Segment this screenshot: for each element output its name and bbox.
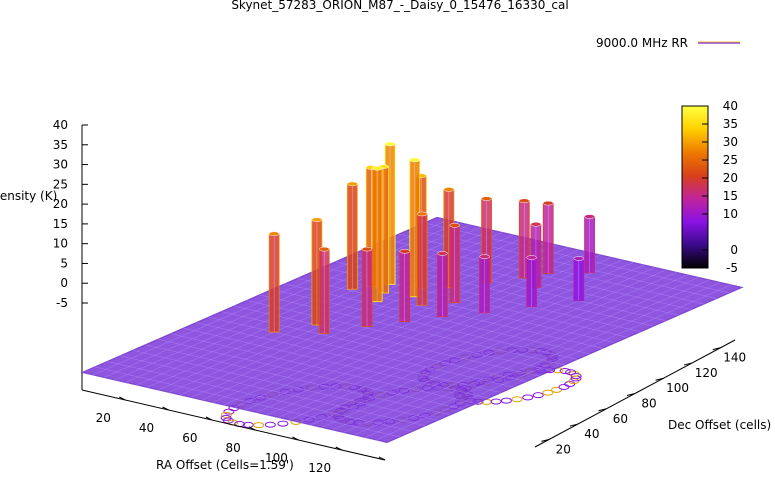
legend: 9000.0 MHz RR — [596, 36, 740, 50]
footprint-marker — [254, 423, 264, 428]
colorbar-tick-label: 35 — [723, 117, 738, 131]
chart-title: Skynet_57283_ORION_M87_-_Daisy_0_15476_1… — [231, 0, 568, 12]
y-tick-label: 20 — [556, 442, 571, 456]
legend-label: 9000.0 MHz RR — [596, 36, 688, 50]
footprint-marker — [523, 395, 533, 400]
spike — [417, 212, 427, 305]
colorbar-gradient — [682, 106, 708, 268]
spike — [480, 255, 490, 313]
footprint-marker — [543, 390, 553, 395]
z-tick-label: 40 — [53, 118, 68, 132]
spike-cap — [269, 232, 279, 236]
spike — [400, 249, 410, 321]
colorbar-tick-label: 10 — [723, 207, 738, 221]
spike-cap — [543, 201, 553, 205]
z-tick-label: 10 — [53, 237, 68, 251]
z-tick-label: 35 — [53, 138, 68, 152]
y-tick-label: 120 — [695, 366, 718, 380]
footprint-marker — [501, 398, 511, 403]
y-axis-label: Dec Offset (cells) — [668, 418, 771, 432]
y-tick-label: 140 — [723, 351, 746, 365]
footprint-marker — [224, 409, 234, 414]
y-tick-label: 40 — [584, 427, 599, 441]
spike-cap — [319, 247, 329, 251]
spike-cap — [531, 222, 541, 226]
footprint-marker — [265, 422, 275, 427]
spike-cap — [437, 251, 447, 255]
x-tick-label: 40 — [139, 421, 154, 435]
spike-cap — [372, 166, 382, 170]
x-axis-label: RA Offset (Cells=1.59') — [156, 458, 294, 472]
spike-cap — [574, 257, 584, 261]
spike — [574, 257, 584, 301]
colorbar-tick-label: -5 — [726, 261, 738, 275]
spike — [319, 247, 329, 333]
footprint-marker — [559, 384, 569, 389]
footprint-marker — [491, 399, 501, 404]
z-tick-label: 30 — [53, 158, 68, 172]
spike-cap — [385, 142, 395, 146]
spike-cap — [482, 197, 492, 201]
spike — [437, 251, 447, 316]
y-tick-label: 80 — [641, 397, 656, 411]
colorbar-tick-label: 25 — [723, 153, 738, 167]
footprint-marker — [278, 421, 288, 426]
spike-cap — [362, 247, 372, 251]
colorbar-tick-label: 20 — [723, 171, 738, 185]
spike-cap — [347, 182, 357, 186]
spike-cap — [480, 255, 490, 259]
spike-cap — [519, 199, 529, 203]
colorbar: -5 0 10 15 20 25 30 35 40 — [682, 99, 738, 275]
spike-cap — [417, 212, 427, 216]
spike-cap — [527, 256, 537, 260]
footprint-marker — [533, 393, 543, 398]
colorbar-tick-label: 15 — [723, 189, 738, 203]
x-tick-label: 60 — [182, 431, 197, 445]
z-tick-label: 0 — [60, 276, 68, 290]
spike — [585, 215, 595, 273]
z-axis-label: Intensity (K) — [0, 189, 57, 203]
spike — [543, 201, 553, 273]
spike-cap — [444, 187, 454, 191]
colorbar-tick-label: 0 — [730, 243, 738, 257]
spike — [450, 223, 460, 302]
z-tick-label: 15 — [53, 217, 68, 231]
spike — [372, 166, 382, 301]
spike — [362, 247, 372, 326]
spike-cap — [410, 158, 420, 162]
x-tick-label: 120 — [308, 461, 331, 475]
spike — [347, 182, 357, 289]
spike-cap — [312, 218, 322, 222]
spike-cap — [450, 223, 460, 227]
colorbar-tick-label: 30 — [723, 135, 738, 149]
x-tick-label: 20 — [96, 411, 111, 425]
spike — [527, 256, 537, 307]
spike-cap — [400, 249, 410, 253]
spike-cap — [585, 215, 595, 219]
z-tick-label: -5 — [56, 296, 68, 310]
colorbar-tick-label: 40 — [723, 99, 738, 113]
spike — [269, 232, 279, 332]
footprint-marker — [512, 397, 522, 402]
x-tick-label: 80 — [226, 441, 241, 455]
y-tick-label: 60 — [613, 412, 628, 426]
y-tick-label: 100 — [666, 381, 689, 395]
z-tick-label: 5 — [60, 256, 68, 270]
